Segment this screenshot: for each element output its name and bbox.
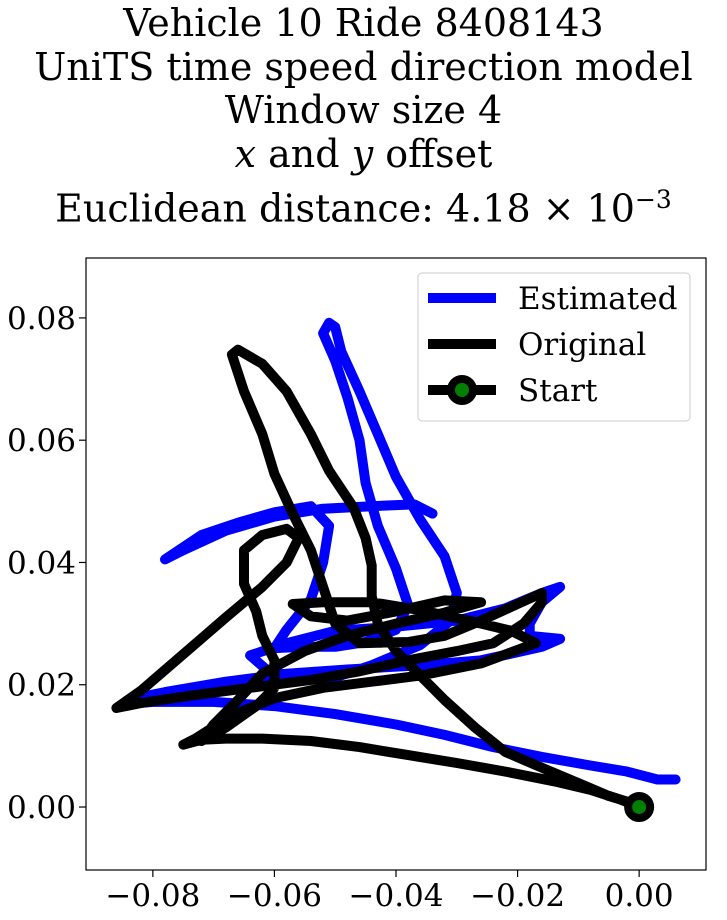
title-distance-text: Euclidean distance: 4.18 × 10 (55, 186, 635, 231)
title-offset-word: offset (373, 131, 493, 176)
x-tick-label: −0.02 (470, 878, 565, 914)
legend-label-original: Original (518, 327, 646, 363)
y-tick-label: 0.08 (7, 301, 76, 337)
legend-label-estimated: Estimated (518, 281, 677, 317)
title-line-3: Window size 4 (224, 88, 503, 132)
x-tick-label: −0.08 (105, 878, 200, 914)
title-x-symbol: x (234, 131, 257, 176)
y-tick-label: 0.04 (7, 545, 76, 581)
title-line-2: UniTS time speed direction model (34, 44, 693, 89)
title-y-symbol: y (351, 131, 374, 176)
y-tick-label: 0.02 (7, 668, 76, 704)
title-line-1: Vehicle 10 Ride 8408143 (123, 1, 604, 45)
title-line-4: x and y offset (0, 131, 727, 177)
legend-start-marker (447, 375, 477, 405)
title-and-word: and (256, 131, 352, 176)
legend-box (417, 272, 691, 422)
chart-title: Vehicle 10 Ride 8408143 UniTS time speed… (0, 1, 727, 231)
legend: Estimated Original Start (417, 272, 691, 422)
x-tick-label: −0.04 (349, 878, 444, 914)
legend-label-start: Start (518, 373, 598, 409)
y-tick-label: 0.06 (7, 423, 76, 459)
title-exponent: −3 (634, 185, 672, 214)
axis-ticks: −0.08 −0.06 −0.04 −0.02 0.00 0.00 0.02 0.04 0.06… (7, 301, 674, 914)
series-layer (111, 317, 681, 823)
series-line-original (111, 344, 645, 812)
x-tick-label: −0.06 (227, 878, 322, 914)
x-tick-label: 0.00 (605, 878, 674, 914)
start-marker (624, 792, 655, 823)
title-line-5: Euclidean distance: 4.18 × 10−3 (0, 178, 727, 231)
y-tick-label: 0.00 (7, 790, 76, 826)
